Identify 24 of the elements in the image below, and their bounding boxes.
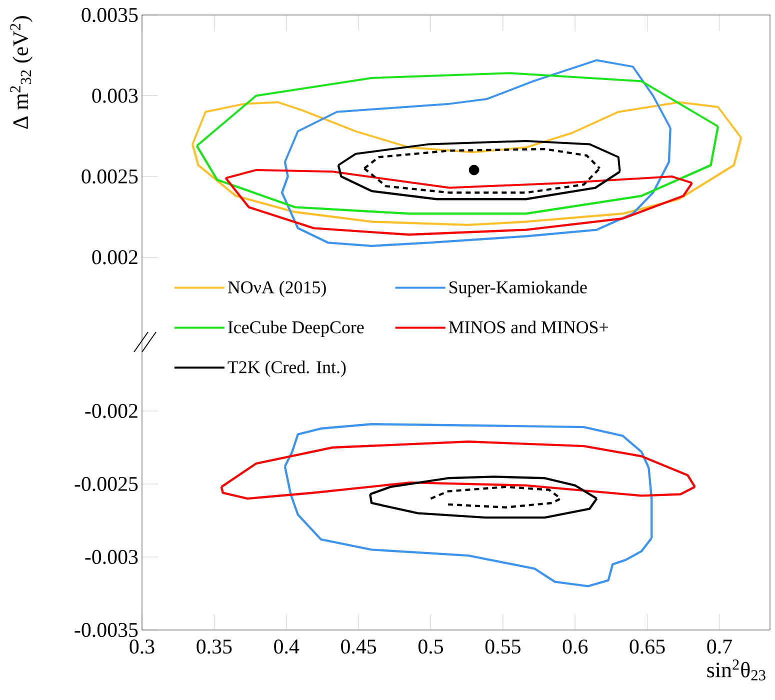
x-tick-label: 0.35 [196, 640, 232, 654]
y-axis-title: Δ m$^{2}$$_{32}$ (eV$^{2}$) [10, 16, 33, 129]
x-axis-title: sin$^{2}$θ$_{23}$ [707, 660, 766, 680]
x-tick-label: 0.55 [485, 640, 520, 654]
y-tick-label: -0.0035 [74, 622, 138, 638]
x-tick-label: 0.4 [274, 640, 300, 654]
x-tick-label: 0.5 [418, 640, 443, 654]
y-tick-label: -0.003 [85, 550, 138, 564]
legend-label: MINOS and MINOS+ [448, 320, 608, 334]
x-tick-label: 0.7 [707, 640, 732, 654]
legend-label: Super-Kamiokande [450, 280, 587, 298]
y-tick-label: -0.002 [85, 404, 138, 418]
x-tick-label: 0.65 [630, 640, 665, 654]
y-tick-label: 0.003 [92, 88, 138, 103]
legend-label: IceCube DeepCore [228, 320, 364, 337]
y-tick-label: 0.0035 [82, 8, 138, 22]
y-tick-label: 0.0025 [82, 169, 138, 184]
x-tick-label: 0.3 [130, 640, 154, 654]
x-tick-label: 0.45 [341, 640, 376, 654]
y-tick-label: -0.0025 [74, 476, 138, 492]
legend-label: T2K (Cred. Int.) [228, 360, 346, 377]
x-tick-label: 0.6 [562, 640, 588, 654]
legend-label: NOνA (2015) [228, 280, 326, 298]
y-tick-label: 0.002 [92, 250, 138, 264]
